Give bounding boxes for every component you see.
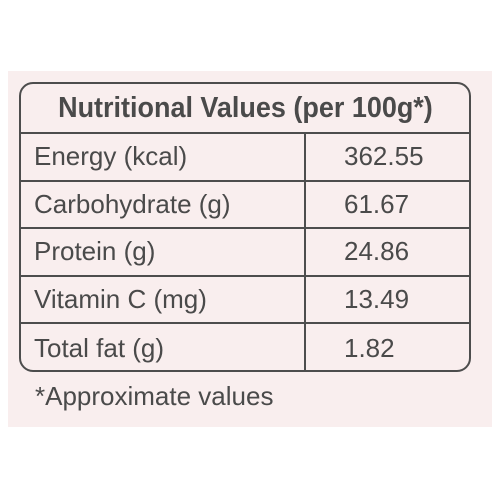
nutrient-value: 13.49: [344, 284, 410, 315]
table-row: Protein (g) 24.86: [21, 229, 469, 277]
table-row: Energy (kcal) 362.55: [21, 134, 469, 182]
nutrient-name: Protein (g): [21, 229, 306, 275]
nutrient-name: Total fat (g): [21, 324, 306, 370]
nutrient-value: 61.67: [344, 188, 410, 219]
nutrient-value: 362.55: [344, 141, 424, 172]
nutrient-name: Energy (kcal): [21, 134, 306, 180]
table-title: Nutritional Values (per 100g*): [57, 91, 433, 124]
nutrient-name: Vitamin C (mg): [21, 276, 306, 323]
table-row: Vitamin C (mg) 13.49: [21, 276, 469, 325]
footnote: *Approximate values: [35, 381, 274, 411]
nutrition-panel: Nutritional Values (per 100g*) Energy (k…: [8, 71, 492, 427]
nutrient-value: 24.86: [344, 236, 410, 267]
nutrient-value: 1.82: [344, 332, 395, 363]
table-row: Carbohydrate (g) 61.67: [21, 181, 469, 230]
table-header: Nutritional Values (per 100g*): [21, 84, 469, 134]
table-row: Total fat (g) 1.82: [21, 324, 469, 370]
nutrient-name: Carbohydrate (g): [21, 181, 306, 228]
nutrition-table: Nutritional Values (per 100g*) Energy (k…: [19, 82, 471, 372]
